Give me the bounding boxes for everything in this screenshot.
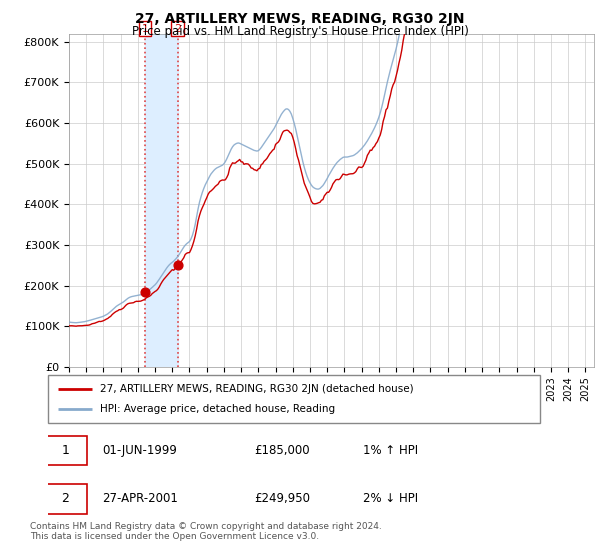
Text: 01-JUN-1999: 01-JUN-1999 (102, 444, 177, 457)
FancyBboxPatch shape (43, 436, 88, 465)
FancyBboxPatch shape (48, 375, 540, 423)
Text: 1: 1 (61, 444, 69, 457)
FancyBboxPatch shape (43, 484, 88, 514)
Text: 27, ARTILLERY MEWS, READING, RG30 2JN: 27, ARTILLERY MEWS, READING, RG30 2JN (135, 12, 465, 26)
Text: 2: 2 (174, 24, 181, 34)
Text: 1: 1 (142, 24, 149, 34)
Point (173, 261, 183, 270)
Text: £249,950: £249,950 (254, 492, 311, 506)
Text: £185,000: £185,000 (254, 444, 310, 457)
Text: 1% ↑ HPI: 1% ↑ HPI (363, 444, 418, 457)
Text: Contains HM Land Registry data © Crown copyright and database right 2024.
This d: Contains HM Land Registry data © Crown c… (30, 522, 382, 542)
Text: HPI: Average price, detached house, Reading: HPI: Average price, detached house, Read… (100, 404, 335, 414)
Text: Price paid vs. HM Land Registry's House Price Index (HPI): Price paid vs. HM Land Registry's House … (131, 25, 469, 38)
Text: 2: 2 (61, 492, 69, 506)
Text: 27-APR-2001: 27-APR-2001 (102, 492, 178, 506)
Bar (145, 34, 178, 367)
Text: 27, ARTILLERY MEWS, READING, RG30 2JN (detached house): 27, ARTILLERY MEWS, READING, RG30 2JN (d… (100, 384, 413, 394)
Point (140, 287, 150, 296)
Text: 2% ↓ HPI: 2% ↓ HPI (363, 492, 418, 506)
